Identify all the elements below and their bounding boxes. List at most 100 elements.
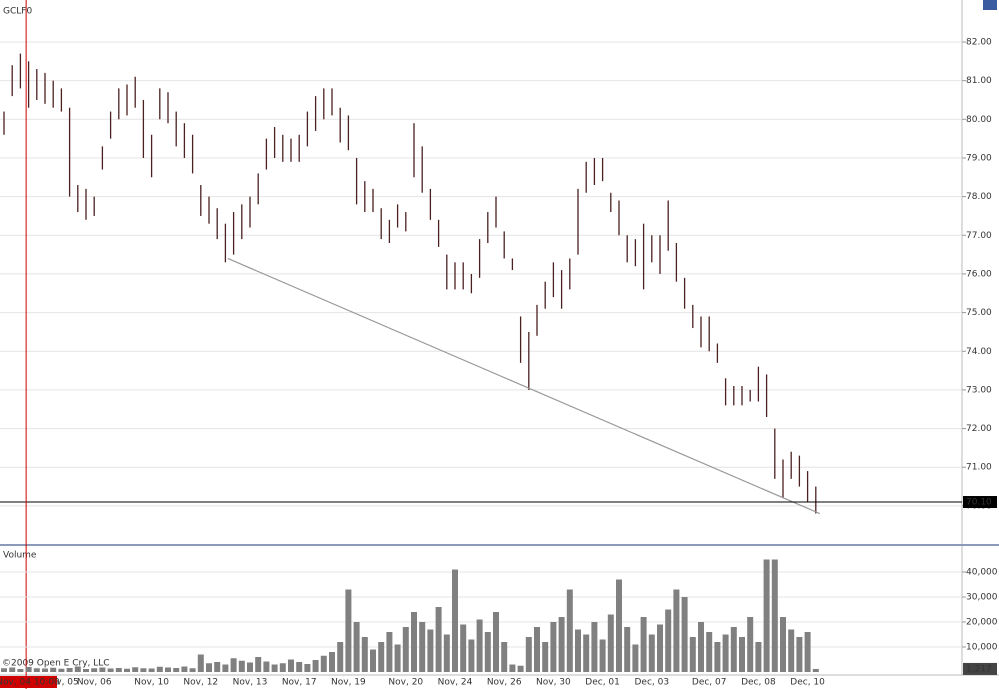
x-tick-label: Nov, 26 xyxy=(487,678,522,688)
volume-bar xyxy=(804,632,811,672)
y-tick-label: 71.00 xyxy=(966,463,992,473)
volume-bar xyxy=(468,639,475,672)
volume-bar xyxy=(591,622,598,672)
volume-bar xyxy=(534,627,540,672)
y-tick-label: 82.00 xyxy=(966,37,992,47)
y-tick-label: 78.00 xyxy=(966,192,992,202)
volume-bar xyxy=(361,637,368,672)
x-tick-label: Nov, 17 xyxy=(282,678,317,688)
y-tick-label: 40,000 xyxy=(966,568,998,578)
volume-bar xyxy=(83,669,89,672)
y-tick-label: 76.00 xyxy=(966,269,992,279)
x-tick-label: Nov, 24 xyxy=(438,678,473,688)
volume-bar xyxy=(558,617,565,672)
x-tick-label: Dec, 03 xyxy=(635,678,670,688)
volume-bar xyxy=(353,622,360,672)
volume-title: Volume xyxy=(3,551,37,561)
x-tick-label: Dec, 01 xyxy=(585,678,620,688)
volume-bar xyxy=(238,660,245,672)
volume-bar xyxy=(566,589,573,672)
chart-title: GCLF0 xyxy=(3,7,32,17)
volume-bar xyxy=(296,662,303,672)
volume-bar xyxy=(279,663,286,672)
last-value-tag xyxy=(963,662,997,675)
volume-bar xyxy=(771,559,778,672)
volume-bar xyxy=(411,612,417,672)
volume-bar xyxy=(206,663,212,672)
volume-bar xyxy=(271,664,278,672)
volume-bar xyxy=(222,664,229,672)
volume-bar xyxy=(197,654,204,672)
x-tick-label: Dec, 10 xyxy=(790,678,825,688)
volume-bar xyxy=(74,666,81,672)
y-tick-label: 73.00 xyxy=(966,385,992,395)
volume-bar xyxy=(443,634,450,672)
x-tick-label: Nov, 20 xyxy=(388,678,423,688)
last-value-label: 1,217 xyxy=(966,664,992,674)
y-tick-label: 77.00 xyxy=(966,231,992,241)
y-tick-label: 72.00 xyxy=(966,424,992,434)
x-tick-label: Nov, 13 xyxy=(233,678,268,688)
volume-bar xyxy=(255,657,262,672)
y-tick-label: 30,000 xyxy=(966,593,998,603)
y-tick-label: 79.00 xyxy=(966,153,992,163)
volume-bar xyxy=(337,642,344,672)
volume-bar xyxy=(304,664,311,672)
volume-bar xyxy=(550,622,557,672)
volume-bar xyxy=(99,667,106,672)
volume-bar xyxy=(460,624,467,672)
volume-bar xyxy=(452,569,458,672)
volume-bar xyxy=(427,629,434,672)
trendline xyxy=(227,257,821,515)
volume-bar xyxy=(575,629,581,672)
x-tick-label: Nov, 06 xyxy=(77,678,112,688)
volume-bar xyxy=(378,642,385,672)
cursor-tag xyxy=(0,676,57,688)
volume-bar xyxy=(345,589,352,672)
volume-bar xyxy=(181,666,188,672)
volume-bar xyxy=(329,652,335,672)
volume-bar xyxy=(681,597,688,672)
volume-bar xyxy=(616,579,622,672)
volume-bar xyxy=(386,632,393,672)
volume-bar xyxy=(583,634,590,672)
volume-bar xyxy=(640,617,647,672)
y-tick-label: 74.00 xyxy=(966,347,992,357)
volume-bar xyxy=(706,632,713,672)
volume-bar xyxy=(689,637,696,672)
collapse-icon[interactable] xyxy=(983,0,997,10)
volume-bar xyxy=(501,642,508,672)
volume-bar xyxy=(812,668,819,672)
volume-bar xyxy=(624,627,631,672)
volume-bar xyxy=(189,668,196,672)
volume-bar xyxy=(9,667,16,672)
volume-bar xyxy=(91,668,98,672)
volume-bar xyxy=(50,667,57,672)
volume-bar xyxy=(173,668,180,672)
last-value-label: 70.10 xyxy=(966,498,992,508)
volume-bar xyxy=(788,629,795,672)
volume-bar xyxy=(107,668,114,672)
x-tick-label: Nov, 12 xyxy=(183,678,218,688)
volume-bar xyxy=(288,659,294,672)
volume-bar xyxy=(370,649,376,672)
volume-bar xyxy=(747,617,754,672)
volume-bar xyxy=(796,637,803,672)
y-tick-label: 20,000 xyxy=(966,618,998,628)
volume-bar xyxy=(632,644,639,672)
volume-bar xyxy=(42,668,48,672)
volume-bar xyxy=(124,668,130,672)
volume-bar xyxy=(698,622,704,672)
volume-bar xyxy=(214,662,221,672)
y-tick-label: 75.00 xyxy=(966,308,992,318)
volume-bar xyxy=(476,619,483,672)
volume-bar xyxy=(312,660,319,672)
volume-bar xyxy=(25,667,32,672)
volume-bar xyxy=(33,668,40,672)
volume-bar xyxy=(165,667,171,672)
volume-bar xyxy=(435,607,442,672)
volume-bar xyxy=(780,617,786,672)
x-tick-label: Nov, 10 xyxy=(134,678,169,688)
